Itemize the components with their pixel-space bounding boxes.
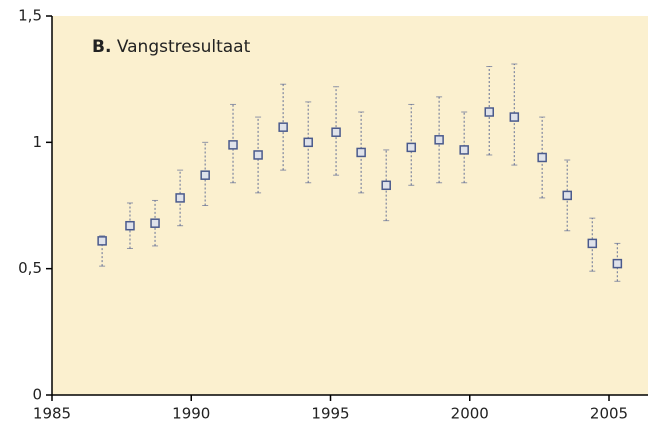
marker <box>406 142 417 153</box>
marker <box>97 236 107 246</box>
marker <box>150 218 160 228</box>
marker <box>459 145 469 155</box>
marker <box>612 258 623 269</box>
marker <box>303 137 313 148</box>
y-tick-label: 0,5 <box>18 259 42 277</box>
x-tick-label: 1985 <box>33 405 71 423</box>
marker <box>537 152 547 163</box>
marker <box>509 112 520 122</box>
marker <box>200 170 210 180</box>
marker <box>175 193 185 203</box>
marker <box>356 147 366 158</box>
x-tick-label: 2000 <box>451 405 489 423</box>
marker <box>381 180 391 191</box>
marker <box>562 190 572 201</box>
y-tick-label: 1,5 <box>18 7 42 25</box>
marker <box>228 140 238 150</box>
x-tick-label: 1990 <box>172 405 210 423</box>
marker <box>278 122 288 132</box>
x-tick-label: 1995 <box>311 405 349 423</box>
plot-background <box>52 16 648 395</box>
marker <box>125 220 135 231</box>
marker <box>484 107 495 117</box>
y-tick-label: 1 <box>32 133 42 151</box>
marker <box>587 238 598 249</box>
panel-label: B. <box>92 37 111 57</box>
title-text: Vangstresultaat <box>117 37 251 57</box>
marker <box>253 150 263 160</box>
x-tick-label: 2005 <box>590 405 628 423</box>
marker <box>331 127 341 137</box>
chart-title: B. Vangstresultaat <box>92 37 251 57</box>
marker <box>434 135 444 145</box>
y-tick-label: 0 <box>32 386 42 404</box>
